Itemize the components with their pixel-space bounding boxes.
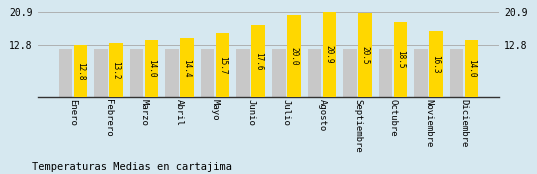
Bar: [216, 33, 229, 97]
Bar: [358, 13, 372, 97]
Text: 13.2: 13.2: [111, 61, 120, 80]
Text: Temperaturas Medias en cartajima: Temperaturas Medias en cartajima: [32, 162, 232, 172]
Text: 16.3: 16.3: [432, 55, 440, 73]
Bar: [343, 49, 357, 97]
Bar: [59, 49, 72, 97]
Text: 12.8: 12.8: [76, 62, 85, 80]
Bar: [144, 40, 158, 97]
Bar: [394, 22, 407, 97]
Bar: [94, 49, 108, 97]
Text: 20.9: 20.9: [325, 45, 334, 64]
Bar: [308, 49, 321, 97]
Bar: [287, 15, 301, 97]
Text: 18.5: 18.5: [396, 50, 405, 69]
Text: 20.0: 20.0: [289, 47, 298, 66]
Bar: [465, 40, 478, 97]
Bar: [415, 49, 428, 97]
Bar: [429, 31, 443, 97]
Text: 15.7: 15.7: [218, 56, 227, 74]
Text: 17.6: 17.6: [253, 52, 263, 71]
Bar: [323, 12, 336, 97]
Text: 14.4: 14.4: [183, 59, 192, 77]
Bar: [180, 38, 194, 97]
Bar: [165, 49, 179, 97]
Bar: [109, 43, 122, 97]
Bar: [272, 49, 286, 97]
Bar: [236, 49, 250, 97]
Bar: [74, 45, 87, 97]
Text: 20.5: 20.5: [360, 46, 369, 65]
Text: 14.0: 14.0: [467, 60, 476, 78]
Bar: [251, 25, 265, 97]
Bar: [201, 49, 214, 97]
Bar: [379, 49, 393, 97]
Bar: [450, 49, 463, 97]
Text: 14.0: 14.0: [147, 60, 156, 78]
Bar: [130, 49, 143, 97]
